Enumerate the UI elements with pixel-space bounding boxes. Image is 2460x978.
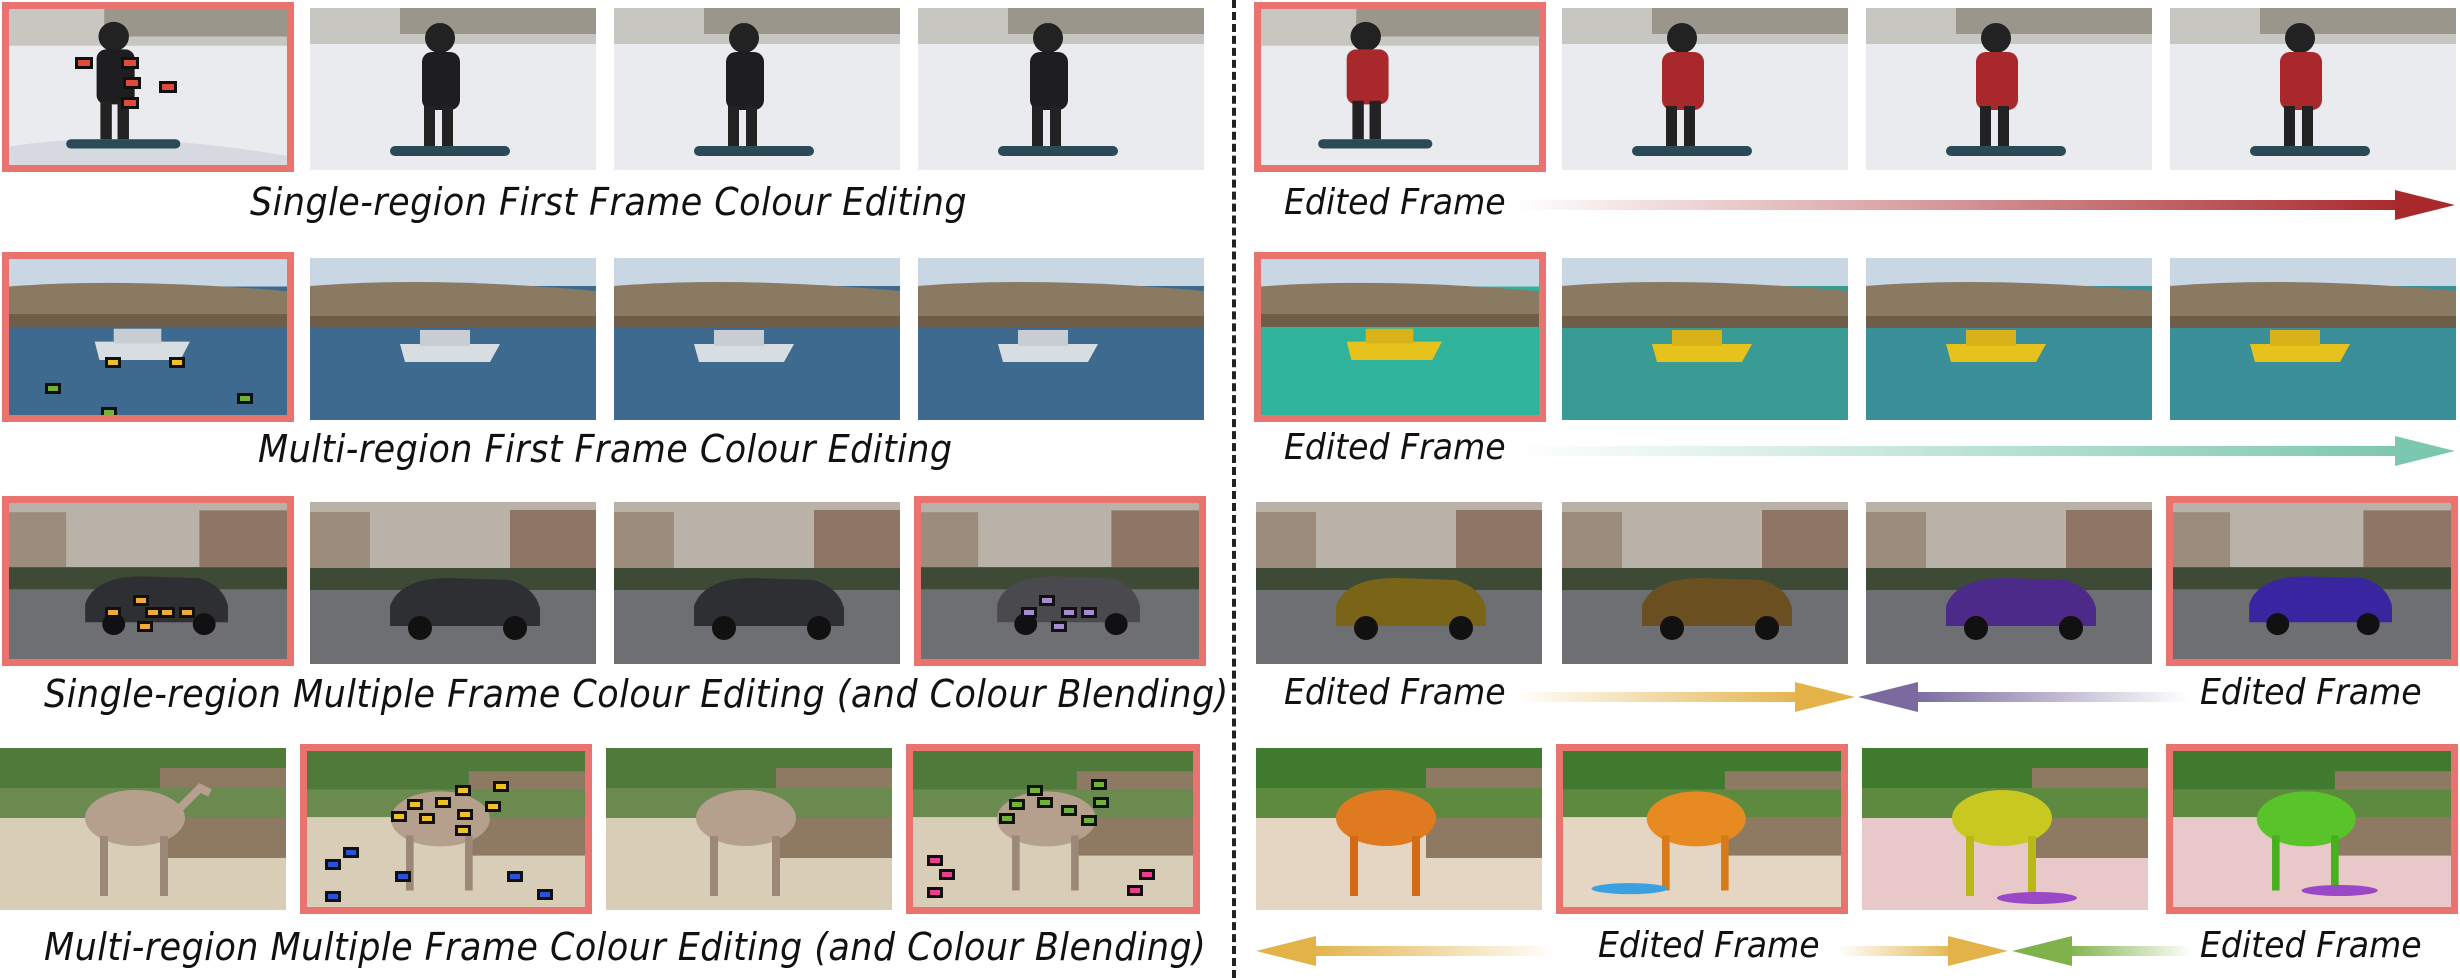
edit-region-box [927,887,943,898]
edit-region-box [1061,607,1077,618]
row4-output-frame-3 [1862,748,2148,910]
edit-region-box [1021,607,1037,618]
propagation-arrow-right [1515,682,1855,712]
edit-region-box [133,595,149,606]
edit-region-box [391,811,407,822]
edit-region-box [121,57,139,69]
edit-region-box [493,781,509,792]
row2-input-frame-2 [310,258,596,420]
edit-region-box [121,97,139,109]
edit-region-box [75,57,93,69]
row2-input-frame-3 [614,258,900,420]
edit-region-box [537,889,553,900]
edit-region-box [407,799,423,810]
row4-input-frame-3 [606,748,892,910]
row4-edited-frame-label-center: Edited Frame [1598,925,1820,966]
edit-region-box [137,621,153,632]
row4-edited-frame-4 [2166,744,2458,914]
edit-region-box [343,847,359,858]
row1-output-frame-3 [1866,8,2152,170]
edit-region-box [123,77,141,89]
edit-region-box [507,871,523,882]
row1-edited-frame-label: Edited Frame [1284,182,1506,223]
row4-input-frame-1 [0,748,286,910]
row2-output-frame-2 [1562,258,1848,420]
edit-region-box [927,855,943,866]
propagation-arrow-left [1858,682,2188,712]
edit-region-box [1051,621,1067,632]
row1-input-frame-2 [310,8,596,170]
row3-output-frame-1 [1256,502,1542,664]
row3-input-frame-3 [614,502,900,664]
row1-input-frame-3 [614,8,900,170]
row3-input-frame-1 [2,496,294,666]
edit-region-box [1127,885,1143,896]
row1-output-frame-4 [2170,8,2456,170]
edit-region-box [457,809,473,820]
edit-region-box [1039,595,1055,606]
edit-region-box [999,813,1015,824]
propagation-arrow-left [1256,936,1556,966]
row4-input-frame-4 [906,744,1200,914]
edit-region-box [1027,785,1043,796]
edit-region-box [325,891,341,902]
edit-region-box [1081,607,1097,618]
row2-caption: Multi-region First Frame Colour Editing [258,427,953,471]
edit-region-box [45,383,61,394]
edit-region-box [1009,799,1025,810]
row4-output-frame-1 [1256,748,1542,910]
propagation-arrow-right [1515,436,2455,466]
edit-region-box [395,871,411,882]
edit-region-box [105,607,121,618]
row3-edited-frame-label-left: Edited Frame [1284,672,1506,713]
row2-output-frame-3 [1866,258,2152,420]
edit-region-box [1037,797,1053,808]
edit-region-box [939,869,955,880]
row1-input-frame-1 [2,2,294,172]
edit-region-box [325,859,341,870]
row1-caption: Single-region First Frame Colour Editing [250,180,968,224]
edit-region-box [455,825,471,836]
row2-input-frame-1 [2,252,294,422]
row3-edited-frame-4 [2166,496,2458,666]
row4-input-frame-2 [300,744,592,914]
edit-region-box [237,393,253,404]
edit-region-box [159,607,175,618]
row3-input-frame-4 [914,496,1206,666]
edit-region-box [1139,869,1155,880]
edit-region-box [1061,805,1077,816]
edit-region-box [1091,779,1107,790]
edit-region-box [105,357,121,368]
row1-input-frame-4 [918,8,1204,170]
propagation-arrow-right [1515,190,2455,220]
edit-region-box [435,797,451,808]
row4-edited-frame-2 [1556,744,1848,914]
propagation-arrow-right [1838,936,2008,966]
row3-edited-frame-label-right: Edited Frame [2200,672,2422,713]
row2-edited-frame-1 [1254,252,1546,422]
row1-edited-frame-1 [1254,2,1546,172]
row3-output-frame-2 [1562,502,1848,664]
row3-caption: Single-region Multiple Frame Colour Edit… [44,672,1229,716]
row2-edited-frame-label: Edited Frame [1284,427,1506,468]
row4-edited-frame-label-right: Edited Frame [2200,925,2422,966]
row3-input-frame-2 [310,502,596,664]
row3-output-frame-3 [1866,502,2152,664]
section-divider [1232,0,1236,978]
row1-output-frame-2 [1562,8,1848,170]
edit-region-box [159,81,177,93]
row2-output-frame-4 [2170,258,2456,420]
edit-region-box [419,813,435,824]
edit-region-box [101,407,117,415]
propagation-arrow-left [2012,936,2192,966]
edit-region-box [485,801,501,812]
row4-caption: Multi-region Multiple Frame Colour Editi… [44,925,1207,969]
row2-input-frame-4 [918,258,1204,420]
edit-region-box [1093,797,1109,808]
edit-region-box [1081,815,1097,826]
edit-region-box [179,607,195,618]
edit-region-box [169,357,185,368]
edit-region-box [455,785,471,796]
